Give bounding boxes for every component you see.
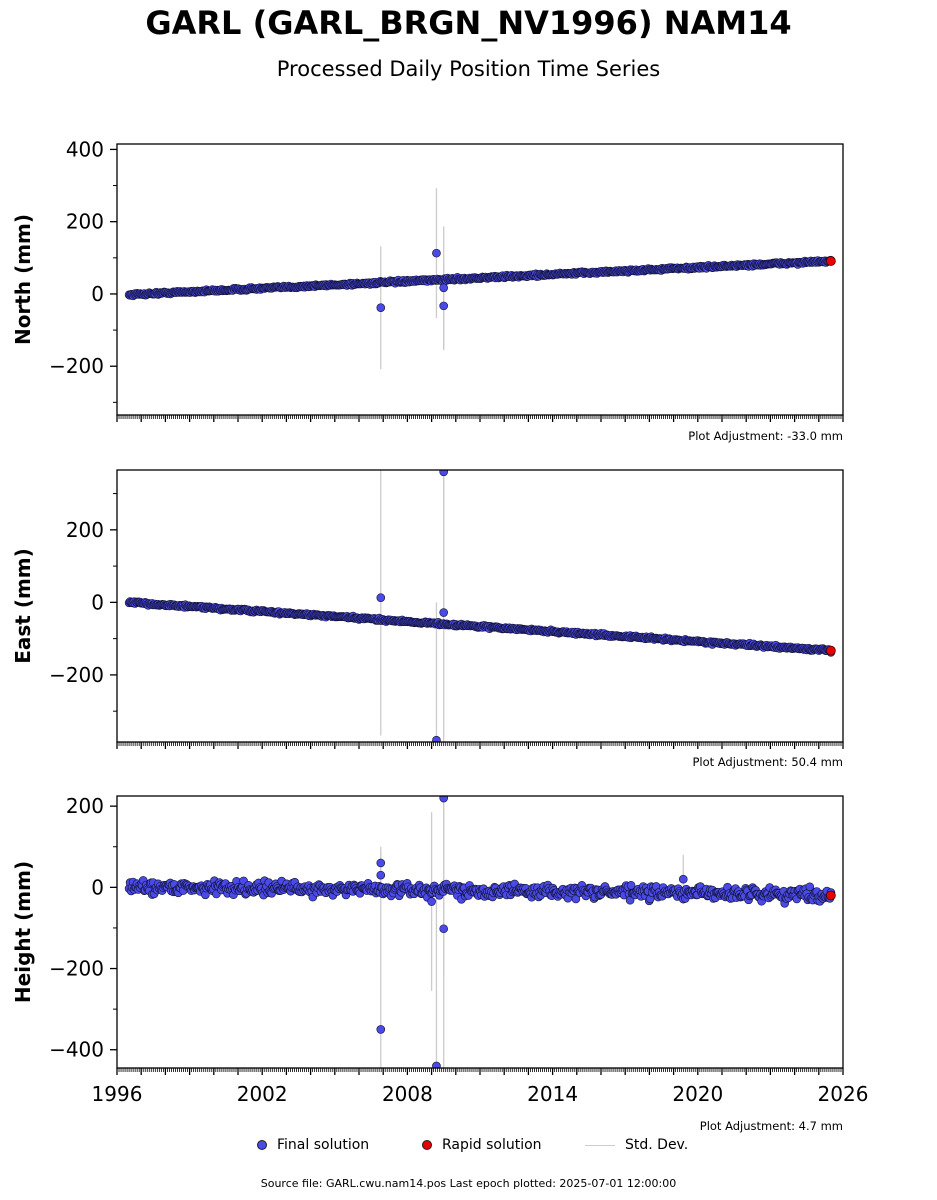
y-tick-label: 200 bbox=[66, 210, 104, 234]
y-axis-label: East (mm) bbox=[11, 548, 35, 664]
plot-area bbox=[124, 470, 836, 742]
y-axis-label: Height (mm) bbox=[11, 861, 35, 1003]
legend-final: Final solution bbox=[257, 1137, 369, 1153]
final-solution-point bbox=[376, 303, 386, 312]
chart-subtitle: Processed Daily Position Time Series bbox=[276, 57, 661, 81]
legend-std: Std. Dev. bbox=[585, 1137, 688, 1153]
y-tick-label: −200 bbox=[49, 354, 104, 378]
final-solution-point bbox=[376, 858, 386, 868]
source-note: Source file: GARL.cwu.nam14.pos Last epo… bbox=[260, 1177, 677, 1190]
final-solution-point bbox=[439, 470, 448, 477]
final-solution-point bbox=[439, 608, 449, 617]
y-tick-label: 400 bbox=[66, 137, 104, 161]
rapid-solution-point bbox=[826, 890, 836, 901]
y-tick-label: 0 bbox=[91, 282, 104, 306]
x-tick-label: 2008 bbox=[382, 1082, 433, 1106]
plot-adjustment-label: Plot Adjustment: -33.0 mm bbox=[688, 429, 843, 443]
final-solution-point bbox=[427, 897, 436, 906]
y-tick-label: −400 bbox=[49, 1038, 104, 1062]
plot-area bbox=[124, 188, 836, 370]
rapid-solution-point bbox=[826, 256, 836, 266]
panel-2: −200 0 200 East (mm) Plot Adjustment: 50.4 m… bbox=[11, 469, 844, 769]
final-solution-point bbox=[376, 870, 386, 880]
axes-frame bbox=[116, 795, 844, 1069]
final-solution-point bbox=[439, 283, 449, 293]
legend: Final solution Rapid solution Std. Dev. bbox=[0, 1137, 937, 1159]
legend-std-label: Std. Dev. bbox=[625, 1137, 689, 1153]
plot-area bbox=[124, 796, 836, 1068]
final-solution-point bbox=[432, 248, 441, 258]
x-tick-label: 2002 bbox=[237, 1082, 288, 1106]
chart-title: GARL (GARL_BRGN_NV1996) NAM14 bbox=[145, 4, 792, 42]
y-tick-label: −200 bbox=[49, 663, 104, 687]
final-solution-point bbox=[432, 1061, 441, 1068]
y-tick-label: 200 bbox=[66, 794, 104, 818]
rapid-solution-point bbox=[826, 645, 836, 656]
final-solution-point bbox=[432, 735, 441, 742]
legend-rapid: Rapid solution bbox=[422, 1137, 542, 1153]
legend-final-label: Final solution bbox=[277, 1137, 370, 1153]
final-solution-point bbox=[376, 593, 386, 602]
panel-1: −200 0 200 400 North (mm) Plot Adjustment: -3… bbox=[11, 137, 844, 443]
x-tick-label: 2020 bbox=[672, 1082, 723, 1106]
final-solution-point bbox=[376, 1025, 386, 1034]
plot-adjustment-label: Plot Adjustment: 50.4 mm bbox=[692, 755, 843, 769]
y-tick-label: 0 bbox=[91, 875, 104, 899]
final-solution-point bbox=[439, 924, 449, 934]
x-tick-label: 2026 bbox=[818, 1082, 869, 1106]
panel-3: −400 −200 0 200 1996 2002 2008 2014 2020 2026 Heig… bbox=[11, 794, 869, 1133]
final-solution-point bbox=[678, 874, 688, 884]
y-tick-label: 200 bbox=[66, 518, 104, 542]
final-solution-marker-icon bbox=[257, 1140, 267, 1150]
y-tick-label: 0 bbox=[91, 590, 104, 614]
y-axis-label: North (mm) bbox=[11, 214, 35, 345]
legend-rapid-label: Rapid solution bbox=[442, 1137, 542, 1153]
final-solution-point bbox=[439, 301, 449, 311]
final-solution-point bbox=[439, 796, 448, 803]
y-tick-label: −200 bbox=[49, 957, 104, 981]
std-dev-line-icon bbox=[585, 1144, 615, 1146]
rapid-solution-marker-icon bbox=[422, 1140, 432, 1150]
final-solution-point bbox=[805, 882, 815, 892]
x-tick-label: 2014 bbox=[527, 1082, 578, 1106]
x-tick-label: 1996 bbox=[92, 1082, 143, 1106]
plot-adjustment-label: Plot Adjustment: 4.7 mm bbox=[700, 1119, 843, 1133]
